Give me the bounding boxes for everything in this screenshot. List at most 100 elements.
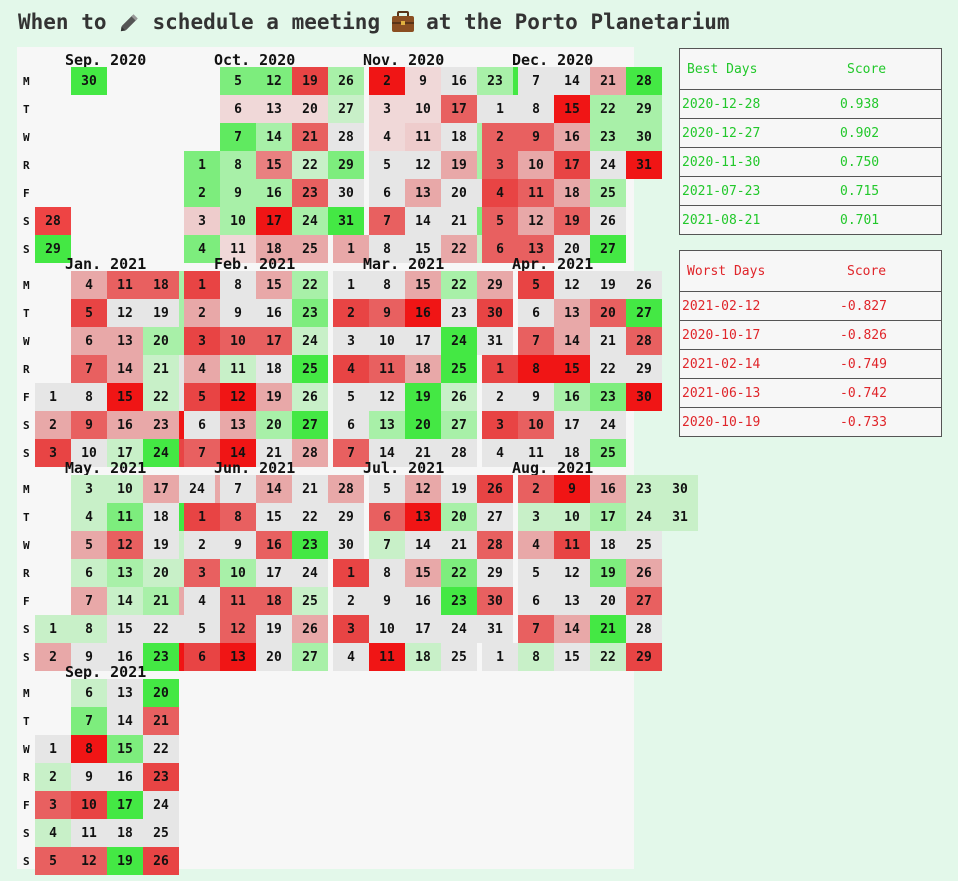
- day-cell[interactable]: 3: [184, 559, 220, 587]
- day-cell[interactable]: 26: [590, 207, 626, 235]
- day-cell[interactable]: 18: [256, 355, 292, 383]
- day-cell[interactable]: 15: [405, 271, 441, 299]
- day-cell[interactable]: 19: [590, 271, 626, 299]
- day-cell[interactable]: 15: [405, 559, 441, 587]
- day-cell[interactable]: 14: [107, 355, 143, 383]
- day-cell[interactable]: 3: [482, 411, 518, 439]
- day-cell[interactable]: 1: [333, 235, 369, 263]
- day-cell[interactable]: 7: [184, 439, 220, 467]
- day-cell[interactable]: 6: [71, 559, 107, 587]
- day-cell[interactable]: 15: [554, 355, 590, 383]
- day-cell[interactable]: 3: [333, 327, 369, 355]
- day-cell[interactable]: 7: [369, 207, 405, 235]
- day-cell[interactable]: 6: [518, 299, 554, 327]
- day-cell[interactable]: 4: [333, 643, 369, 671]
- day-cell[interactable]: 22: [590, 95, 626, 123]
- day-cell[interactable]: 22: [292, 503, 328, 531]
- day-cell[interactable]: 7: [71, 707, 107, 735]
- day-cell[interactable]: 15: [256, 503, 292, 531]
- day-cell[interactable]: 17: [405, 327, 441, 355]
- day-cell[interactable]: 1: [184, 271, 220, 299]
- day-cell[interactable]: 11: [369, 355, 405, 383]
- day-cell[interactable]: 27: [590, 235, 626, 263]
- day-cell[interactable]: 13: [554, 299, 590, 327]
- day-cell[interactable]: 13: [405, 503, 441, 531]
- day-cell[interactable]: 28: [477, 531, 513, 559]
- day-cell[interactable]: 25: [143, 819, 179, 847]
- day-cell[interactable]: 22: [292, 151, 328, 179]
- day-cell[interactable]: 11: [369, 643, 405, 671]
- day-cell[interactable]: 27: [441, 411, 477, 439]
- day-cell[interactable]: 12: [369, 383, 405, 411]
- day-cell[interactable]: 7: [71, 355, 107, 383]
- day-cell[interactable]: 11: [107, 271, 143, 299]
- day-cell[interactable]: 26: [292, 615, 328, 643]
- day-cell[interactable]: 23: [143, 763, 179, 791]
- day-cell[interactable]: 10: [405, 95, 441, 123]
- day-cell[interactable]: 20: [143, 559, 179, 587]
- day-cell[interactable]: 30: [662, 475, 698, 503]
- day-cell[interactable]: 16: [107, 643, 143, 671]
- day-cell[interactable]: 8: [220, 271, 256, 299]
- day-cell[interactable]: 29: [35, 235, 71, 263]
- day-cell[interactable]: 13: [107, 559, 143, 587]
- day-cell[interactable]: 10: [107, 475, 143, 503]
- day-cell[interactable]: 2: [184, 531, 220, 559]
- day-cell[interactable]: 28: [626, 615, 662, 643]
- day-cell[interactable]: 15: [405, 235, 441, 263]
- day-cell[interactable]: 5: [184, 383, 220, 411]
- day-cell[interactable]: 24: [441, 327, 477, 355]
- day-cell[interactable]: 6: [220, 95, 256, 123]
- day-cell[interactable]: 14: [405, 207, 441, 235]
- day-cell[interactable]: 4: [71, 271, 107, 299]
- day-cell[interactable]: 20: [143, 679, 179, 707]
- day-cell[interactable]: 13: [256, 95, 292, 123]
- day-cell[interactable]: 19: [256, 383, 292, 411]
- day-cell[interactable]: 22: [441, 271, 477, 299]
- day-cell[interactable]: 21: [441, 207, 477, 235]
- day-cell[interactable]: 10: [220, 207, 256, 235]
- day-cell[interactable]: 10: [518, 411, 554, 439]
- day-cell[interactable]: 11: [518, 439, 554, 467]
- day-cell[interactable]: 24: [292, 559, 328, 587]
- day-cell[interactable]: 17: [107, 791, 143, 819]
- day-cell[interactable]: 17: [107, 439, 143, 467]
- day-cell[interactable]: 18: [405, 643, 441, 671]
- day-cell[interactable]: 30: [477, 299, 513, 327]
- day-cell[interactable]: 4: [333, 355, 369, 383]
- day-cell[interactable]: 23: [477, 67, 513, 95]
- day-cell[interactable]: 23: [292, 299, 328, 327]
- day-cell[interactable]: 15: [107, 383, 143, 411]
- day-cell[interactable]: 21: [143, 355, 179, 383]
- day-cell[interactable]: 23: [292, 179, 328, 207]
- day-cell[interactable]: 10: [369, 615, 405, 643]
- day-cell[interactable]: 28: [626, 67, 662, 95]
- day-cell[interactable]: 1: [482, 95, 518, 123]
- day-cell[interactable]: 13: [554, 587, 590, 615]
- day-cell[interactable]: 19: [143, 531, 179, 559]
- day-cell[interactable]: 10: [71, 791, 107, 819]
- day-cell[interactable]: 23: [143, 411, 179, 439]
- day-cell[interactable]: 17: [554, 151, 590, 179]
- day-cell[interactable]: 2: [333, 299, 369, 327]
- day-cell[interactable]: 12: [220, 615, 256, 643]
- day-cell[interactable]: 24: [292, 207, 328, 235]
- day-cell[interactable]: 2: [482, 123, 518, 151]
- day-cell[interactable]: 16: [554, 383, 590, 411]
- day-cell[interactable]: 20: [292, 95, 328, 123]
- day-cell[interactable]: 21: [143, 587, 179, 615]
- day-cell[interactable]: 2: [333, 587, 369, 615]
- day-cell[interactable]: 12: [518, 207, 554, 235]
- day-cell[interactable]: 2: [35, 763, 71, 791]
- day-cell[interactable]: 6: [184, 643, 220, 671]
- day-cell[interactable]: 16: [590, 475, 626, 503]
- day-cell[interactable]: 19: [441, 475, 477, 503]
- day-cell[interactable]: 26: [626, 271, 662, 299]
- day-cell[interactable]: 19: [405, 383, 441, 411]
- day-cell[interactable]: 20: [256, 411, 292, 439]
- day-cell[interactable]: 9: [518, 123, 554, 151]
- day-cell[interactable]: 5: [518, 271, 554, 299]
- day-cell[interactable]: 4: [184, 355, 220, 383]
- day-cell[interactable]: 8: [518, 355, 554, 383]
- day-cell[interactable]: 4: [482, 179, 518, 207]
